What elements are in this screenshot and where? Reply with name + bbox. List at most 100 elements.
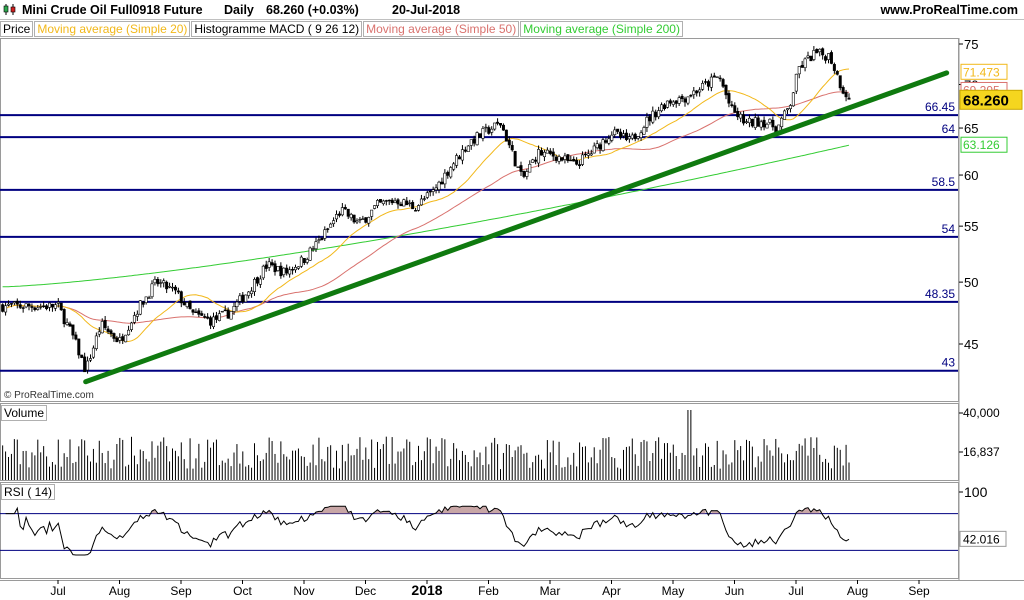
candle-body [496, 121, 500, 124]
candle-body [425, 192, 429, 198]
candle-body [525, 171, 529, 177]
time-tick-label: Sep [170, 584, 192, 598]
candle-body [147, 297, 151, 299]
candle-body [428, 190, 432, 193]
candle-body [279, 265, 283, 277]
candle-body [48, 302, 52, 308]
candle-body [1, 304, 5, 312]
candle-body [235, 301, 239, 308]
candle-body [540, 150, 544, 156]
rsi-panel-label: RSI ( 14) [1, 484, 56, 500]
legend-item-ma50[interactable]: Moving average (Simple 50) [363, 21, 520, 37]
candle-body [572, 158, 576, 162]
candle-body [803, 58, 807, 68]
candle-body [214, 315, 218, 320]
rsi-line [5, 505, 850, 556]
time-tick-label: Nov [293, 584, 314, 598]
legend-item-ma20[interactable]: Moving average (Simple 20) [34, 21, 191, 37]
candle-body [393, 200, 397, 203]
candle-body [229, 311, 233, 320]
candle-body [244, 294, 248, 303]
rsi-indicator: 100 42.016 [0, 484, 1007, 556]
candle-body [381, 200, 385, 204]
candle-body [273, 263, 277, 273]
candle-body [153, 279, 157, 284]
candle-body [788, 105, 792, 110]
candle-body [162, 280, 166, 284]
candle-body [45, 305, 49, 310]
candle-body [223, 309, 227, 312]
candle-body [534, 159, 538, 162]
candle-body [815, 48, 819, 54]
candle-body [501, 124, 505, 131]
candle-body [30, 306, 34, 308]
price-tick-label: 60 [964, 168, 978, 183]
candle-body [62, 309, 66, 325]
candle-body [132, 315, 136, 323]
candle-body [613, 129, 617, 135]
candle-body [332, 220, 336, 224]
candle-body [677, 97, 681, 104]
level-label: 48.35 [925, 287, 955, 301]
candle-body [212, 316, 216, 328]
candle-body [414, 210, 418, 212]
candle-body [127, 329, 131, 336]
candle-body [838, 75, 842, 89]
candle-body [458, 156, 462, 160]
candle-body [622, 133, 626, 137]
candle-body [97, 331, 101, 335]
candle-body [847, 97, 851, 100]
candle-body [376, 200, 380, 206]
candle-body [554, 156, 558, 161]
candle-body [835, 71, 839, 75]
candle-body [191, 309, 195, 313]
indicator-legend: Price Moving average (Simple 20) Histogram… [0, 21, 684, 37]
candle-body [258, 278, 262, 285]
price-tick-label: 65 [964, 121, 978, 136]
candle-body [478, 133, 482, 138]
candle-body [794, 73, 798, 92]
candle-body [314, 241, 318, 250]
rsi-value-label: 42.016 [963, 532, 1000, 546]
candle-body [765, 123, 769, 129]
candle-body [440, 181, 444, 185]
candle-body [592, 145, 596, 154]
title-bar: Mini Crude Oil Full0918 Future Daily 68.… [0, 0, 1024, 20]
candle-body [165, 281, 169, 290]
legend-item-price[interactable]: Price [0, 21, 34, 37]
legend-item-macd[interactable]: Histogramme MACD ( 9 26 12) [191, 21, 363, 37]
candle-body [645, 116, 649, 128]
candle-body [443, 172, 447, 185]
time-tick-label: Jun [725, 584, 744, 598]
candle-body [53, 304, 57, 309]
candle-body [578, 164, 582, 167]
candle-body [238, 295, 242, 302]
time-tick-label: 2018 [411, 582, 442, 598]
legend-item-ma200[interactable]: Moving average (Simple 200) [520, 21, 683, 37]
candle-body [733, 105, 737, 113]
candle-body [294, 267, 298, 271]
candle-body [566, 154, 570, 161]
candle-body [320, 237, 324, 241]
time-tick-label: Mar [540, 584, 561, 598]
candle-body [399, 203, 403, 207]
website-link[interactable]: www.ProRealTime.com [880, 3, 1018, 17]
candle-body [800, 65, 804, 68]
candle-body [396, 199, 400, 205]
candle-body [624, 132, 628, 140]
candle-body [296, 266, 300, 269]
price-tick-label: 55 [964, 219, 978, 234]
candle-body [288, 269, 292, 275]
candle-body [71, 324, 75, 336]
level-label: 58.5 [932, 175, 956, 189]
candle-body [65, 322, 69, 325]
candle-body [311, 248, 315, 250]
candle-body [636, 136, 640, 139]
candle-body [422, 198, 426, 200]
candle-body [607, 138, 611, 144]
candle-body [100, 321, 104, 334]
candle-body [718, 77, 722, 80]
candle-body [291, 269, 295, 271]
candle-body [250, 290, 254, 295]
